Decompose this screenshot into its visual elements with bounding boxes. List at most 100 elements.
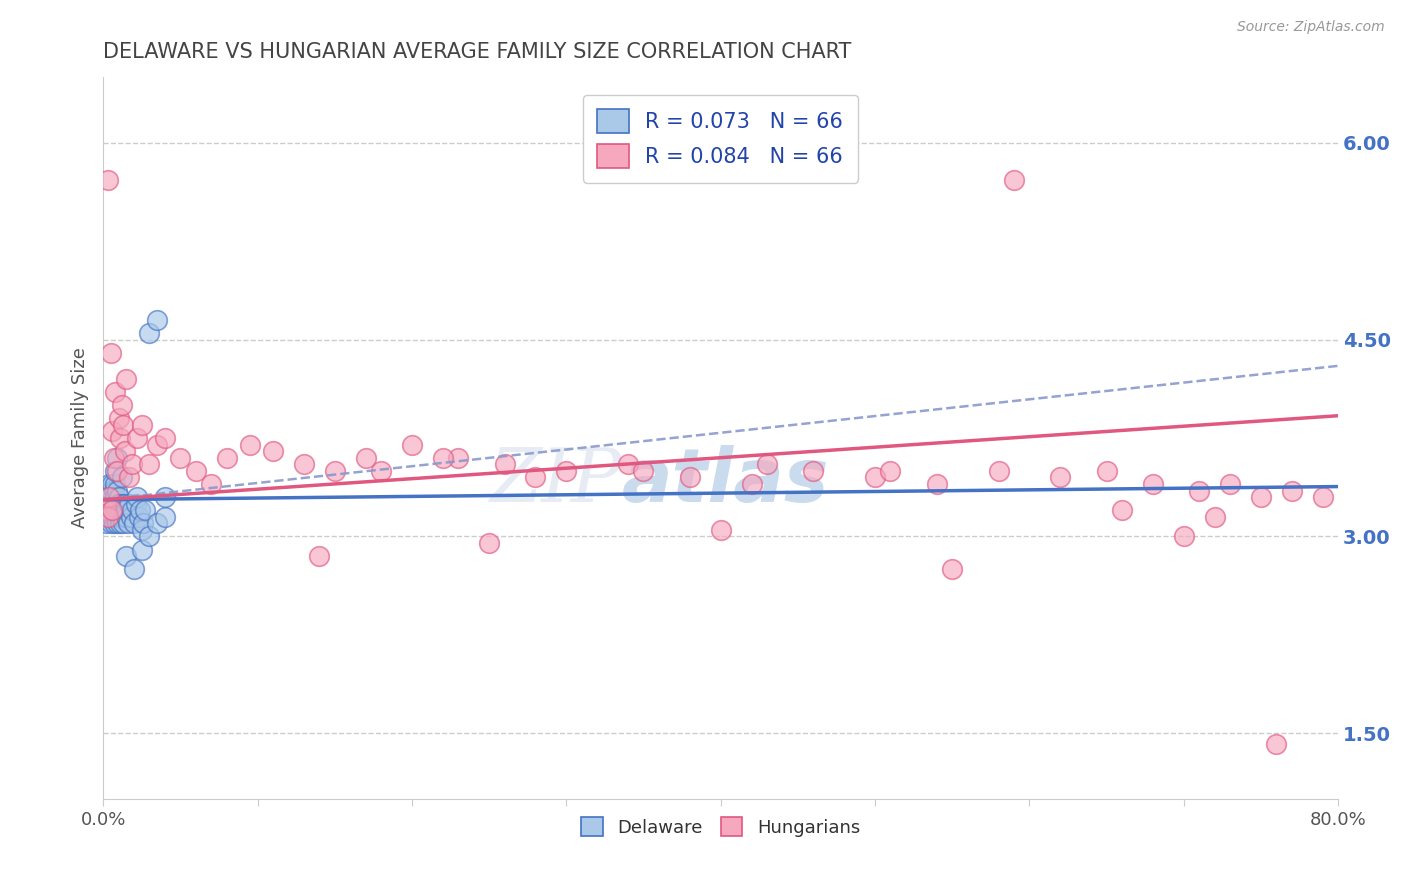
Point xyxy=(124,497,146,511)
Point xyxy=(104,464,127,478)
Point xyxy=(169,450,191,465)
Point xyxy=(115,549,138,563)
Point xyxy=(879,464,901,478)
Point xyxy=(1265,737,1288,751)
Point xyxy=(103,450,125,465)
Point xyxy=(103,497,125,511)
Y-axis label: Average Family Size: Average Family Size xyxy=(72,348,89,528)
Point xyxy=(741,477,763,491)
Point xyxy=(108,516,131,531)
Point xyxy=(100,483,122,498)
Point xyxy=(710,523,733,537)
Point xyxy=(115,509,138,524)
Point xyxy=(308,549,330,563)
Point xyxy=(101,477,124,491)
Point xyxy=(432,450,454,465)
Point xyxy=(120,509,142,524)
Point xyxy=(146,437,169,451)
Point xyxy=(401,437,423,451)
Point xyxy=(107,411,129,425)
Point xyxy=(354,450,377,465)
Point xyxy=(96,483,118,498)
Point xyxy=(101,425,124,439)
Point xyxy=(127,490,149,504)
Text: DELAWARE VS HUNGARIAN AVERAGE FAMILY SIZE CORRELATION CHART: DELAWARE VS HUNGARIAN AVERAGE FAMILY SIZ… xyxy=(103,42,852,62)
Point xyxy=(97,509,120,524)
Point xyxy=(1173,529,1195,543)
Point xyxy=(925,477,948,491)
Point xyxy=(801,464,824,478)
Point xyxy=(153,431,176,445)
Point xyxy=(755,457,778,471)
Point xyxy=(323,464,346,478)
Point xyxy=(131,523,153,537)
Point xyxy=(98,490,121,504)
Point xyxy=(98,490,121,504)
Point xyxy=(118,497,141,511)
Point xyxy=(146,516,169,531)
Point xyxy=(111,398,134,412)
Point xyxy=(97,172,120,186)
Point xyxy=(114,497,136,511)
Point xyxy=(447,450,470,465)
Point xyxy=(1049,470,1071,484)
Point xyxy=(941,562,963,576)
Point xyxy=(104,490,127,504)
Point xyxy=(111,509,134,524)
Point xyxy=(104,509,127,524)
Point xyxy=(555,464,578,478)
Point xyxy=(292,457,315,471)
Point xyxy=(121,457,143,471)
Point xyxy=(105,450,128,465)
Point xyxy=(122,516,145,531)
Point xyxy=(131,542,153,557)
Point xyxy=(1142,477,1164,491)
Point xyxy=(111,497,134,511)
Point xyxy=(129,503,152,517)
Point xyxy=(262,444,284,458)
Point xyxy=(98,477,121,491)
Point xyxy=(1250,490,1272,504)
Point xyxy=(200,477,222,491)
Point xyxy=(105,464,128,478)
Point xyxy=(1002,172,1025,186)
Point xyxy=(1219,477,1241,491)
Point xyxy=(863,470,886,484)
Point xyxy=(138,457,160,471)
Point xyxy=(97,490,120,504)
Point xyxy=(107,497,129,511)
Point xyxy=(131,417,153,432)
Point xyxy=(370,464,392,478)
Point xyxy=(112,417,135,432)
Point xyxy=(1111,503,1133,517)
Point xyxy=(1095,464,1118,478)
Point xyxy=(524,470,547,484)
Point xyxy=(105,503,128,517)
Point xyxy=(127,431,149,445)
Point xyxy=(97,503,120,517)
Point xyxy=(1204,509,1226,524)
Point xyxy=(633,464,655,478)
Point xyxy=(239,437,262,451)
Point xyxy=(105,483,128,498)
Point xyxy=(128,509,150,524)
Point xyxy=(679,470,702,484)
Point xyxy=(115,503,138,517)
Point xyxy=(97,509,120,524)
Point xyxy=(146,313,169,327)
Point xyxy=(1281,483,1303,498)
Point xyxy=(114,444,136,458)
Point xyxy=(100,345,122,359)
Point xyxy=(103,516,125,531)
Point xyxy=(112,516,135,531)
Point xyxy=(987,464,1010,478)
Point xyxy=(98,497,121,511)
Legend: Delaware, Hungarians: Delaware, Hungarians xyxy=(574,810,868,844)
Point xyxy=(153,509,176,524)
Point xyxy=(118,470,141,484)
Text: atlas: atlas xyxy=(621,445,830,518)
Point xyxy=(101,509,124,524)
Point xyxy=(184,464,207,478)
Point xyxy=(215,450,238,465)
Point xyxy=(101,503,124,517)
